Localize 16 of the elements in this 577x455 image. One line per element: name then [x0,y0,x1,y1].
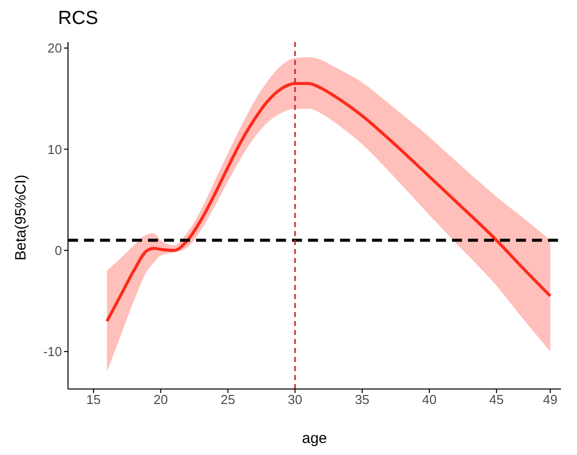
line-series [105,82,552,323]
x-axis-title: age [302,430,328,447]
y-tick-label: 10 [48,142,62,157]
x-tick-label: 25 [220,392,236,408]
y-tick-label: -10 [43,344,62,360]
x-tick-label: 45 [489,392,504,408]
x-tick-label: 49 [543,392,558,408]
x-tick-label: 40 [422,392,437,408]
x-tick-label: 35 [354,392,370,408]
y-axis-title: Beta(95%CI) [12,174,30,260]
x-tick-label: 20 [153,392,168,408]
x-tick-label: 30 [288,392,302,408]
x-tick-label: 15 [86,392,101,408]
chart-title: RCS [58,8,98,30]
y-tick-label: 0 [54,243,62,258]
y-tick-label: 20 [48,40,62,56]
